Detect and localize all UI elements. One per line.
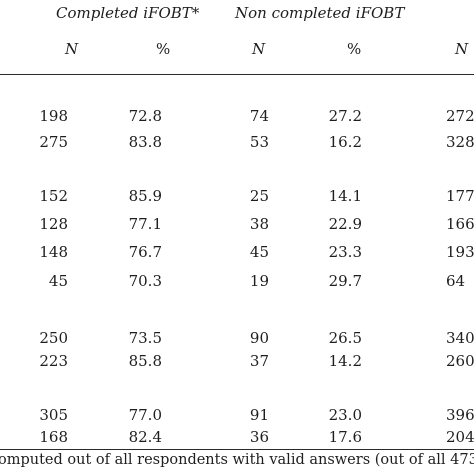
cell-n-completed: 275 — [39, 133, 68, 151]
cell-pct-non-completed: 17.6 — [328, 428, 362, 446]
cell-n-non-completed: 45 — [249, 243, 269, 261]
cell-pct-non-completed: 23.3 — [328, 243, 362, 261]
cell-pct-non-completed: 14.1 — [328, 187, 362, 205]
cell-pct-non-completed: 14.2 — [328, 352, 362, 370]
cell-pct-completed: 73.5 — [128, 329, 162, 347]
header-n-total: N — [455, 40, 469, 58]
cell-n-completed: 152 — [39, 187, 68, 205]
cell-pct-non-completed: 27.2 — [328, 107, 362, 125]
cell-n-completed: 168 — [39, 428, 68, 446]
cell-n-non-completed: 38 — [249, 215, 269, 233]
cell-total: 272 — [446, 107, 474, 125]
cell-pct-completed: 72.8 — [128, 107, 162, 125]
cell-n-completed: 250 — [39, 329, 68, 347]
cell-total: 64 — [446, 272, 466, 290]
cell-pct-non-completed: 26.5 — [328, 329, 362, 347]
cell-n-completed: 128 — [39, 215, 68, 233]
cell-pct-completed: 83.8 — [128, 133, 162, 151]
cell-n-completed: 305 — [39, 406, 68, 424]
bottom-rule — [0, 449, 474, 450]
cell-pct-non-completed: 22.9 — [328, 215, 362, 233]
cell-pct-non-completed: 23.0 — [328, 406, 362, 424]
cell-total: 340 — [446, 329, 474, 347]
cell-n-completed: 148 — [39, 243, 68, 261]
cell-pct-completed: 76.7 — [128, 243, 162, 261]
cell-n-non-completed: 37 — [249, 352, 269, 370]
cell-total: 328 — [446, 133, 474, 151]
cell-n-non-completed: 25 — [249, 187, 269, 205]
cell-n-non-completed: 90 — [249, 329, 269, 347]
header-pct-non-completed: % — [347, 40, 362, 58]
cell-total: 260 — [446, 352, 474, 370]
cell-total: 204 — [446, 428, 474, 446]
cell-n-non-completed: 53 — [249, 133, 269, 151]
cell-n-non-completed: 19 — [249, 272, 269, 290]
cell-pct-completed: 85.9 — [128, 187, 162, 205]
cell-n-completed: 45 — [48, 272, 68, 290]
header-n-completed: N — [65, 40, 79, 58]
cell-pct-completed: 77.1 — [128, 215, 162, 233]
header-pct-completed: % — [156, 40, 171, 58]
cell-n-non-completed: 36 — [249, 428, 269, 446]
cell-n-non-completed: 74 — [249, 107, 269, 125]
header-non-completed-ifobt: Non completed iFOBT — [235, 4, 405, 22]
cell-pct-non-completed: 29.7 — [328, 272, 362, 290]
cell-pct-completed: 77.0 — [128, 406, 162, 424]
cell-n-completed: 198 — [39, 107, 68, 125]
footnote: omputed out of all respondents with vali… — [0, 452, 474, 468]
cell-total: 193 — [446, 243, 474, 261]
cell-pct-completed: 70.3 — [128, 272, 162, 290]
header-rule — [0, 74, 474, 75]
cell-total: 166 — [446, 215, 474, 233]
cell-n-completed: 223 — [39, 352, 68, 370]
cell-total: 396 — [446, 406, 474, 424]
cell-pct-completed: 82.4 — [128, 428, 162, 446]
cell-total: 177 — [446, 187, 474, 205]
cell-pct-non-completed: 16.2 — [328, 133, 362, 151]
cell-n-non-completed: 91 — [249, 406, 269, 424]
header-completed-ifobt: Completed iFOBT* — [56, 4, 200, 22]
cell-pct-completed: 85.8 — [128, 352, 162, 370]
header-n-non-completed: N — [252, 40, 266, 58]
